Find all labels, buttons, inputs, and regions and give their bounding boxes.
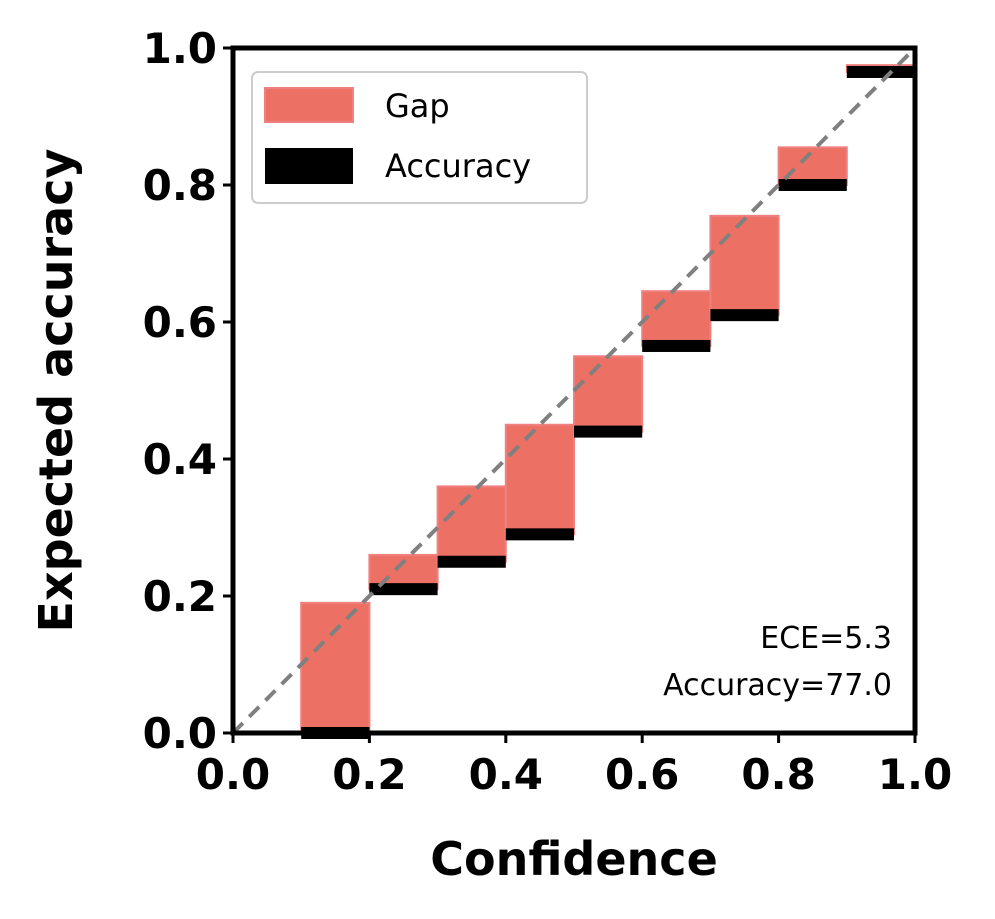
x-tick-label: 0.4 xyxy=(469,750,543,799)
gap-bar-3 xyxy=(436,485,507,563)
accuracy-bar-8 xyxy=(778,179,847,191)
accuracy-bar-6 xyxy=(642,339,711,352)
gap-bar-7 xyxy=(709,214,780,317)
y-tick-label: 1.0 xyxy=(143,24,217,73)
y-tick-label: 0.2 xyxy=(143,572,217,621)
accuracy-bar-5 xyxy=(574,425,643,438)
accuracy-bar-9 xyxy=(846,65,915,78)
gap-bar-8 xyxy=(777,146,848,186)
ticks-layer: 0.0 0.2 0.4 0.6 0.8 1.0 0.0 0.2 0.4 0.6 0.8 1.0 xyxy=(143,24,953,799)
accuracy-annotation: Accuracy=77.0 xyxy=(663,668,892,703)
y-tick-label: 0.8 xyxy=(143,161,217,210)
gap-bar-5 xyxy=(573,355,644,433)
x-tick-label: 0.2 xyxy=(332,750,406,799)
gap-bar-4 xyxy=(504,423,575,536)
plot-frame xyxy=(230,45,918,736)
y-tick-label: 0.6 xyxy=(143,298,217,347)
accuracy-bar-3 xyxy=(437,555,506,568)
y-axis-label: Expected accuracy xyxy=(29,149,83,633)
legend: Gap Accuracy xyxy=(251,71,588,204)
gap-bar-6 xyxy=(641,290,712,347)
y-tick-label: 0.0 xyxy=(143,709,217,758)
legend-gap-label: Gap xyxy=(385,87,450,125)
legend-accuracy-swatch xyxy=(265,148,353,184)
accuracy-bar-7 xyxy=(710,309,779,322)
legend-accuracy-label: Accuracy xyxy=(385,147,531,185)
y-tick-label: 0.4 xyxy=(143,435,217,484)
accuracy-bar-2 xyxy=(369,583,438,596)
x-tick-label: 0.6 xyxy=(605,750,679,799)
accuracy-bar-4 xyxy=(505,528,574,541)
ece-annotation: ECE=5.3 xyxy=(760,621,892,656)
bars-layer xyxy=(300,64,916,739)
gap-bar-1 xyxy=(300,601,371,734)
x-tick-label: 0.8 xyxy=(741,750,815,799)
x-axis-label: Confidence xyxy=(430,832,718,886)
legend-gap-swatch xyxy=(264,87,354,123)
x-tick-label: 1.0 xyxy=(878,750,952,799)
x-tick-label: 0.0 xyxy=(196,750,270,799)
perfect-calibration-line xyxy=(231,46,917,735)
